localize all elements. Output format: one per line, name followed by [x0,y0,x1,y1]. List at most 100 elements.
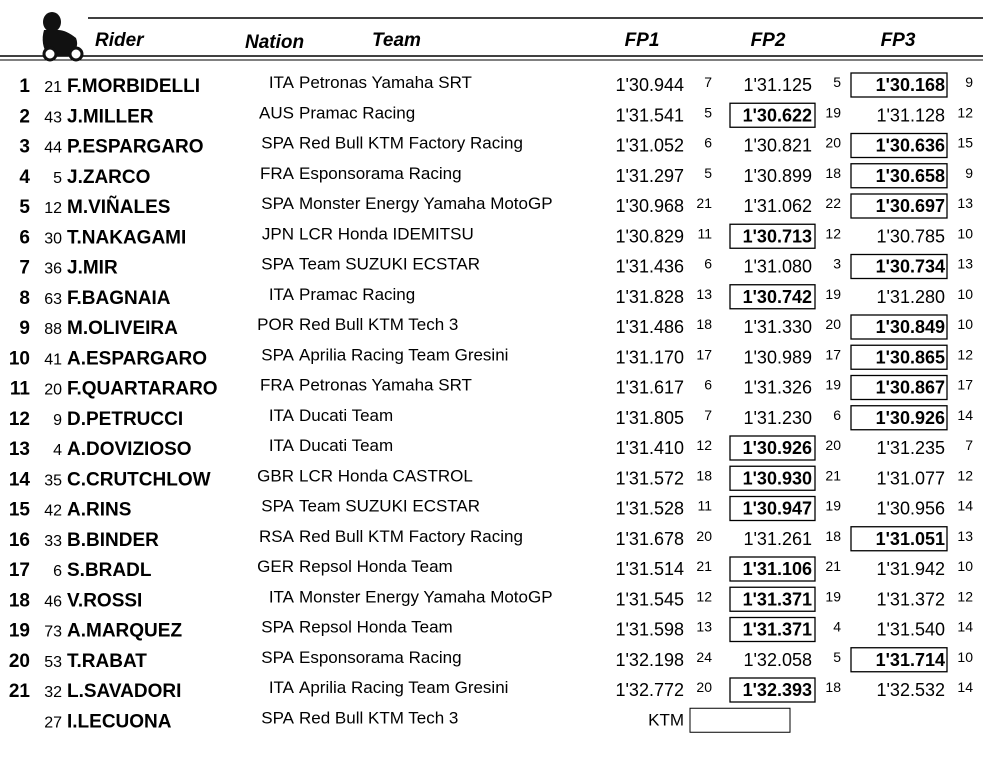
session-rank: 5 [704,104,712,120]
col-header: Rider [95,30,145,51]
session-rank: 11 [697,225,712,241]
lap-time: 1'30.734 [876,257,945,277]
lap-time: 1'31.128 [876,105,945,125]
position: 16 [9,530,30,551]
rider-number: 43 [44,109,62,126]
lap-time: 1'30.658 [876,166,945,186]
team: Monster Energy Yamaha MotoGP [299,587,553,606]
lap-time: 1'31.170 [615,347,684,367]
session-rank: 5 [833,74,841,90]
best-box [729,223,816,249]
team: Petronas Yamaha SRT [299,376,472,395]
team: Esponsorama Racing [299,648,462,667]
lap-time: 1'30.697 [876,196,945,216]
best-box [729,495,816,522]
session-rank: 21 [696,558,712,574]
position: 19 [9,621,30,642]
lap-time: 1'31.230 [743,408,812,428]
lap-time: 1'30.947 [743,499,812,519]
lap-time: 1'31.540 [876,620,945,640]
nation: FRA [260,164,295,183]
rider-number: 41 [44,351,62,368]
lap-time: 1'32.532 [876,680,945,700]
nation: ITA [269,587,295,606]
session-rank: 13 [957,256,973,272]
lap-time: 1'30.622 [743,105,812,125]
rider-name: P.ESPARGARO [67,137,204,158]
lap-time: 1'31.436 [615,257,684,277]
team: Aprilia Racing Team Gresini [299,345,508,364]
session-rank: 12 [957,346,973,362]
rider-name: B.BINDER [67,530,159,551]
best-box [729,102,816,128]
nation: SPA [261,618,294,637]
note: KTM [648,710,684,729]
session-rank: 14 [957,619,973,635]
nation: GBR [257,466,294,485]
nation: AUS [259,103,294,122]
nation: POR [257,315,294,334]
session-rank: 14 [957,679,973,695]
lap-time: 1'30.930 [743,468,812,488]
lap-time: 1'30.968 [615,196,684,216]
position: 1 [19,76,30,97]
lap-time: 1'30.926 [876,408,945,428]
team: Team SUZUKI ECSTAR [299,497,480,516]
session-rank: 5 [833,649,841,665]
lap-time: 1'30.713 [743,226,812,246]
team: Repsol Honda Team [299,618,453,637]
team: Monster Energy Yamaha MotoGP [299,194,553,213]
rider-number: 27 [44,714,62,731]
session-rank: 12 [957,104,973,120]
lap-time: 1'31.598 [615,620,684,640]
session-rank: 19 [825,377,841,393]
session-rank: 20 [825,316,841,332]
session-rank: 14 [957,498,973,514]
rider-name: F.BAGNAIA [67,288,171,309]
col-header: FP2 [751,30,786,51]
rider-number: 73 [44,624,62,641]
lap-time: 1'30.829 [615,226,684,246]
position: 18 [9,590,30,611]
lap-time: 1'31.942 [876,559,945,579]
session-rank: 10 [957,286,973,302]
lap-time: 1'30.926 [743,438,812,458]
best-box [850,374,948,401]
rider-name: S.BRADL [67,560,152,581]
lap-time: 1'31.106 [743,559,812,579]
nation: ITA [269,285,295,304]
session-rank: 13 [696,619,712,635]
position: 12 [9,409,30,430]
position: 9 [19,318,30,339]
lap-time: 1'31.372 [876,589,945,609]
team: Aprilia Racing Team Gresini [299,678,508,697]
rider-name: A.MARQUEZ [67,621,182,642]
session-rank: 10 [957,558,973,574]
lap-time: 1'30.867 [876,378,945,398]
best-box [850,526,948,552]
lap-time: 1'31.572 [615,468,684,488]
nation: SPA [261,708,294,727]
rider-name: F.MORBIDELLI [67,76,200,97]
rider-name: A.RINS [67,500,131,521]
lap-time: 1'31.828 [615,287,684,307]
lap-time: 1'31.617 [615,378,684,398]
team: Repsol Honda Team [299,557,453,576]
lap-time: 1'31.371 [743,620,812,640]
nation: SPA [261,255,294,274]
team: LCR Honda CASTROL [299,466,473,485]
position: 17 [9,560,30,581]
lap-time: 1'31.052 [615,136,684,156]
best-box [729,556,816,582]
rider-number: 44 [44,140,62,157]
lap-time: 1'31.805 [615,408,684,428]
team: Red Bull KTM Factory Racing [299,527,523,546]
rider-number: 4 [53,442,62,459]
rider-name: V.ROSSI [67,590,142,611]
nation: ITA [269,678,295,697]
lap-time: 1'30.821 [743,136,812,156]
lap-time: 1'30.956 [876,499,945,519]
nation: SPA [261,345,294,364]
session-rank: 17 [957,377,973,393]
